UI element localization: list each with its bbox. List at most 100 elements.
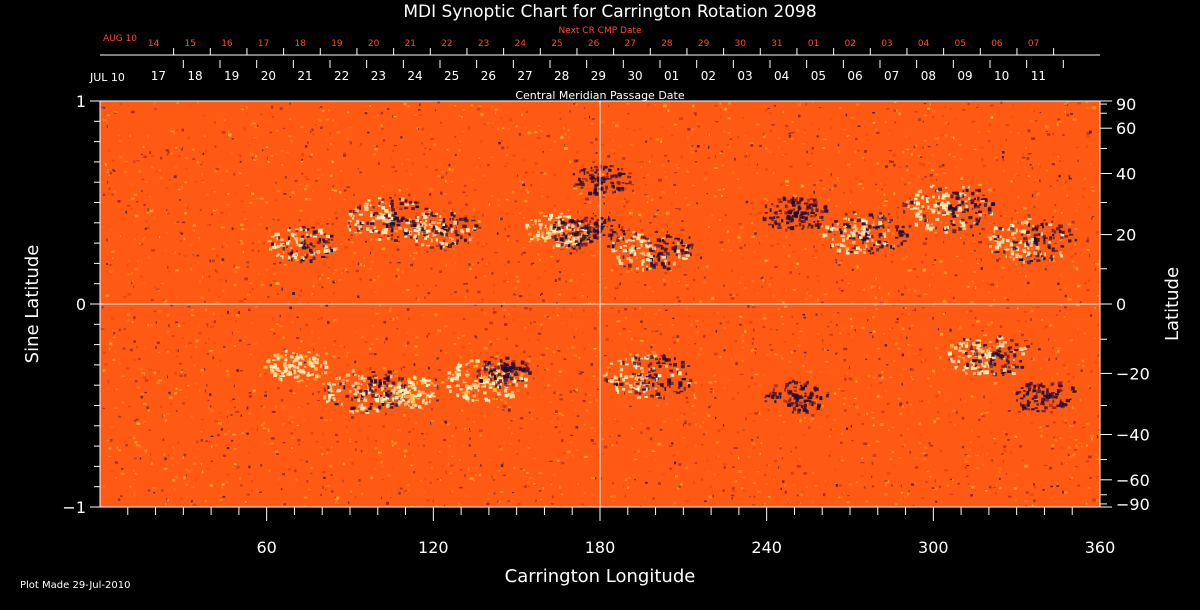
granulation-speck (330, 419, 332, 421)
granulation-speck (928, 284, 931, 287)
granulation-speck (342, 462, 345, 465)
granulation-speck (556, 345, 558, 348)
network-speck (708, 145, 710, 149)
granulation-speck (472, 207, 476, 211)
granulation-speck (833, 418, 837, 421)
granulation-speck (572, 273, 575, 275)
granulation-speck (589, 225, 593, 228)
active-region-flux (398, 226, 402, 230)
granulation-speck (751, 306, 756, 308)
granulation-speck (677, 265, 682, 268)
granulation-speck (295, 477, 298, 481)
network-speck (1096, 435, 1099, 439)
active-region-flux (815, 208, 819, 212)
granulation-speck (924, 176, 928, 178)
granulation-speck (331, 355, 336, 358)
granulation-speck (876, 395, 880, 398)
granulation-speck (558, 370, 563, 373)
granulation-speck (133, 359, 137, 361)
granulation-speck (973, 241, 976, 243)
granulation-speck (883, 332, 885, 336)
granulation-speck (300, 289, 302, 293)
network-speck (1033, 205, 1036, 209)
granulation-speck (477, 220, 481, 223)
network-speck (209, 259, 211, 263)
granulation-speck (304, 156, 307, 159)
granulation-speck (321, 110, 325, 112)
active-region-flux (603, 177, 606, 180)
granulation-speck (1040, 434, 1043, 438)
granulation-speck (774, 266, 778, 268)
network-speck (918, 118, 921, 121)
granulation-speck (1011, 384, 1015, 387)
granulation-speck (255, 154, 258, 158)
granulation-speck (587, 343, 591, 346)
granulation-speck (616, 320, 621, 323)
active-region-flux (385, 209, 388, 213)
granulation-speck (319, 416, 324, 420)
granulation-speck (382, 139, 385, 142)
active-region-flux (439, 230, 442, 235)
granulation-speck (934, 200, 938, 203)
active-region-flux (573, 231, 577, 234)
active-region-flux (590, 173, 594, 177)
network-speck (277, 387, 280, 390)
active-region-flux (629, 259, 633, 263)
active-region-flux (296, 243, 299, 246)
active-region-flux (617, 172, 622, 177)
active-region-flux (799, 197, 803, 202)
active-region-flux (442, 223, 445, 227)
granulation-speck (1057, 350, 1060, 353)
granulation-speck (223, 433, 228, 436)
granulation-speck (240, 242, 244, 245)
granulation-speck (573, 354, 578, 357)
granulation-speck (1002, 352, 1004, 355)
network-speck (839, 441, 843, 444)
granulation-speck (1060, 212, 1063, 214)
granulation-speck (436, 382, 438, 386)
granulation-speck (839, 263, 841, 265)
granulation-speck (890, 335, 893, 339)
granulation-speck (195, 339, 199, 342)
active-region-flux (277, 232, 280, 237)
granulation-speck (298, 347, 302, 349)
granulation-speck (282, 442, 286, 444)
granulation-speck (170, 130, 175, 133)
granulation-speck (205, 323, 209, 325)
granulation-speck (590, 123, 594, 125)
granulation-speck (964, 399, 966, 403)
granulation-speck (964, 466, 967, 469)
active-region-flux (407, 230, 412, 235)
granulation-speck (693, 481, 695, 484)
active-region-flux (403, 232, 408, 237)
granulation-speck (1006, 307, 1010, 309)
granulation-speck (619, 144, 621, 147)
granulation-speck (527, 191, 530, 194)
network-speck (723, 466, 726, 469)
granulation-speck (110, 250, 115, 253)
network-speck (851, 268, 854, 271)
granulation-speck (652, 497, 655, 500)
network-speck (834, 184, 837, 188)
granulation-speck (702, 281, 707, 284)
granulation-speck (226, 136, 229, 138)
active-region-flux (545, 236, 549, 240)
granulation-speck (138, 367, 143, 371)
granulation-speck (902, 205, 905, 207)
network-speck (864, 486, 866, 489)
granulation-speck (193, 229, 195, 232)
granulation-speck (867, 444, 871, 447)
active-region-flux (276, 254, 279, 257)
granulation-speck (739, 246, 743, 250)
granulation-speck (394, 375, 398, 378)
granulation-speck (379, 237, 383, 239)
active-region-flux (560, 218, 563, 221)
granulation-speck (251, 192, 255, 196)
granulation-speck (375, 382, 380, 384)
granulation-speck (174, 372, 177, 375)
active-region-flux (628, 180, 632, 185)
red-axis-caption: Next CR CMP Date (558, 26, 642, 36)
granulation-speck (331, 160, 334, 164)
network-speck (700, 256, 703, 260)
granulation-speck (986, 181, 988, 185)
